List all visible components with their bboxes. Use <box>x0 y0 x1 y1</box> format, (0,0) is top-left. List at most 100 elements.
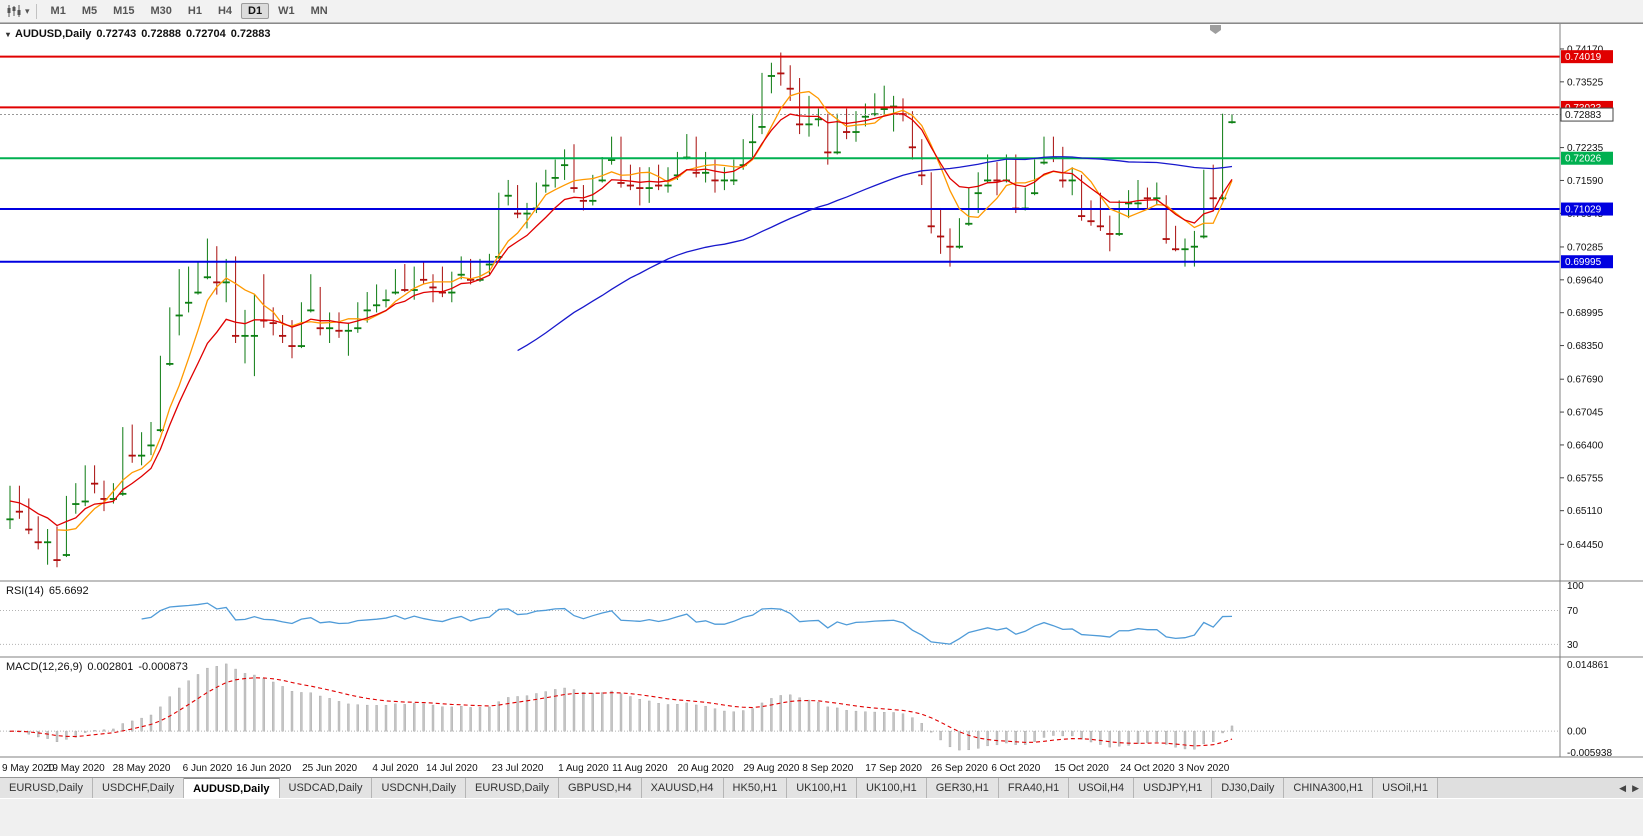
ma-slow-line <box>517 156 1233 352</box>
chart-tab-usdjpy-h1[interactable]: USDJPY,H1 <box>1134 778 1213 798</box>
candles-layer <box>6 52 1236 568</box>
hline-price-label[interactable] <box>1561 151 1613 165</box>
chart-type-icon[interactable] <box>6 4 22 18</box>
price-axis-tick: 0.69640 <box>1567 275 1604 286</box>
time-axis-label: 14 Jul 2020 <box>426 763 478 774</box>
rsi-axis-100: 100 <box>1567 581 1584 592</box>
price-axis: 0.741700.735250.728800.722350.715900.709… <box>1560 44 1614 759</box>
rsi-axis-70: 70 <box>1567 606 1579 617</box>
time-axis-label: 29 Aug 2020 <box>743 763 800 774</box>
chart-tab-audusd-daily[interactable]: AUDUSD,Daily <box>184 778 280 798</box>
rsi-axis-30: 30 <box>1567 640 1579 651</box>
time-axis-label: 1 Aug 2020 <box>558 763 609 774</box>
chart-symbol-period: AUDUSD,Daily <box>15 28 92 40</box>
time-axis-label: 16 Jun 2020 <box>236 763 291 774</box>
ma-mid-line <box>9 113 1233 527</box>
timeframe-button-h1[interactable]: H1 <box>187 5 202 17</box>
horizontal-lines-layer <box>0 55 1560 263</box>
time-axis-label: 15 Oct 2020 <box>1054 763 1109 774</box>
timeframe-button-m1[interactable]: M1 <box>50 5 66 17</box>
time-axis-label: 28 May 2020 <box>113 763 171 774</box>
macd-indicator-label: MACD(12,26,9) 0.002801 -0.000873 <box>6 661 188 673</box>
macd-axis-bottom: -0.005938 <box>1567 748 1612 759</box>
chart-tab-usdcnh-daily[interactable]: USDCNH,Daily <box>372 778 467 798</box>
price-axis-tick: 0.72235 <box>1567 143 1604 154</box>
candlestick-chart-icon <box>7 5 21 17</box>
chart-window: ▾ AUDUSD,Daily 0.72743 0.72888 0.72704 0… <box>0 23 1643 777</box>
time-axis-label: 11 Aug 2020 <box>612 763 668 774</box>
price-axis-tick: 0.66400 <box>1567 440 1604 451</box>
price-axis-tick: 0.68350 <box>1567 341 1604 352</box>
hline-price-label-text: 0.74019 <box>1565 52 1602 63</box>
price-axis-tick: 0.73525 <box>1567 77 1604 88</box>
chart-tab-china300-h1[interactable]: CHINA300,H1 <box>1284 778 1374 798</box>
time-axis-label: 17 Sep 2020 <box>865 763 922 774</box>
time-axis-label: 23 Jul 2020 <box>492 763 544 774</box>
timeframe-button-m5[interactable]: M5 <box>81 5 98 17</box>
bid-price-label-text: 0.72883 <box>1565 110 1602 121</box>
price-axis-tick: 0.67045 <box>1567 408 1604 419</box>
price-axis-tick: 0.70285 <box>1567 242 1604 253</box>
ohlc-low: 0.72704 <box>185 28 226 40</box>
macd-axis-zero: 0.00 <box>1567 727 1587 738</box>
price-axis-tick: 0.64450 <box>1567 540 1604 551</box>
time-axis-label: 24 Oct 2020 <box>1120 763 1175 774</box>
price-chart-canvas[interactable]: 0.741700.735250.728800.722350.715900.709… <box>0 24 1643 777</box>
chart-tab-gbpusd-h4[interactable]: GBPUSD,H4 <box>559 778 642 798</box>
hline-price-label[interactable] <box>1561 255 1613 269</box>
chart-tab-usoil-h4[interactable]: USOil,H4 <box>1069 778 1135 798</box>
chart-tab-hk50-h1[interactable]: HK50,H1 <box>723 778 788 798</box>
rsi-value: 65.6692 <box>48 585 89 597</box>
price-axis-tick: 0.74170 <box>1567 44 1604 55</box>
timeframe-button-d1[interactable]: D1 <box>241 3 270 19</box>
tabs-scroll-right-icon[interactable]: ▶ <box>1632 782 1639 793</box>
timeframe-button-m30[interactable]: M30 <box>150 5 172 17</box>
chart-title: ▾ AUDUSD,Daily 0.72743 0.72888 0.72704 0… <box>6 28 270 40</box>
chart-tab-ger30-h1[interactable]: GER30,H1 <box>926 778 999 798</box>
rsi-name: RSI(14) <box>6 585 44 597</box>
bid-price-label <box>1560 107 1614 122</box>
macd-name: MACD(12,26,9) <box>6 661 83 673</box>
chart-tab-xauusd-h4[interactable]: XAUUSD,H4 <box>641 778 724 798</box>
chart-tab-uk100-h1[interactable]: UK100,H1 <box>856 778 927 798</box>
chart-tab-eurusd-daily[interactable]: EURUSD,Daily <box>0 778 93 798</box>
ohlc-high: 0.72888 <box>141 28 181 40</box>
timeframe-button-mn[interactable]: MN <box>310 5 328 17</box>
macd-axis-top: 0.014861 <box>1567 660 1609 671</box>
price-axis-tick: 0.65110 <box>1567 506 1603 517</box>
time-axis-label: 4 Jul 2020 <box>372 763 419 774</box>
time-axis-label: 8 Sep 2020 <box>802 763 854 774</box>
chart-tab-dj30-daily[interactable]: DJ30,Daily <box>1212 778 1285 798</box>
rsi-indicator-label: RSI(14) 65.6692 <box>6 585 89 597</box>
chart-tab-usdcad-daily[interactable]: USDCAD,Daily <box>279 778 373 798</box>
price-axis-tick: 0.68995 <box>1567 308 1604 319</box>
timeframe-button-w1[interactable]: W1 <box>278 5 295 17</box>
hline-price-label[interactable] <box>1561 202 1613 216</box>
chart-tab-usdchf-daily[interactable]: USDCHF,Daily <box>92 778 185 798</box>
chart-type-dropdown-caret[interactable]: ▾ <box>25 5 30 16</box>
ohlc-close: 0.72883 <box>230 28 271 40</box>
timeframe-button-m15[interactable]: M15 <box>113 5 135 17</box>
timeframe-button-h4[interactable]: H4 <box>217 5 233 17</box>
hline-price-label-text: 0.72026 <box>1565 154 1602 165</box>
chart-tab-uk100-h1[interactable]: UK100,H1 <box>787 778 857 798</box>
price-axis-tick: 0.71590 <box>1567 176 1604 187</box>
hline-price-label[interactable] <box>1561 50 1613 64</box>
chart-tab-fra40-h1[interactable]: FRA40,H1 <box>998 778 1070 798</box>
toolbar-separator <box>35 3 37 19</box>
time-axis-label: 9 May 2020 <box>2 763 55 774</box>
hline-price-label-text: 0.69995 <box>1565 257 1602 268</box>
chart-tab-usoil-h1[interactable]: USOil,H1 <box>1373 778 1438 798</box>
time-axis-label: 25 Jun 2020 <box>302 763 357 774</box>
chart-tab-eurusd-daily[interactable]: EURUSD,Daily <box>466 778 559 798</box>
price-axis-tick: 0.67690 <box>1567 375 1604 386</box>
ma-fast-line <box>56 90 1233 531</box>
chart-scroll-marker[interactable] <box>1210 25 1221 34</box>
chart-tabs-bar: EURUSD,Daily USDCHF,Daily AUDUSD,Daily USDC… <box>0 777 1643 798</box>
hline-price-label-text: 0.71029 <box>1565 205 1602 216</box>
one-click-trading-arrow[interactable]: ▾ <box>6 29 11 39</box>
pane-separators <box>0 24 1643 758</box>
macd-histogram <box>8 663 1234 751</box>
tabs-scroll-left-icon[interactable]: ◀ <box>1619 782 1627 793</box>
